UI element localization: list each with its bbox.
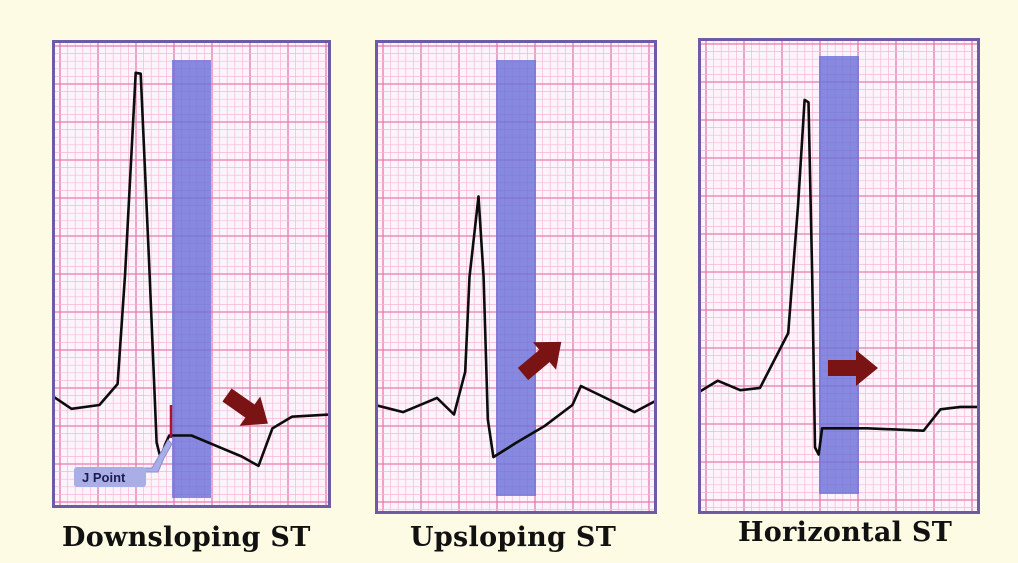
panel-upsloping bbox=[375, 40, 657, 514]
st-segment-highlight-band bbox=[819, 56, 859, 494]
ecg-trace bbox=[698, 98, 980, 456]
panel-horizontal bbox=[698, 38, 980, 514]
panel-frame bbox=[698, 38, 980, 514]
caption-upsloping: Upsloping ST bbox=[410, 522, 617, 553]
panel-frame bbox=[375, 40, 657, 514]
ecg-strip-horizontal bbox=[698, 38, 980, 514]
st-segment-highlight-band bbox=[172, 60, 211, 498]
panel-frame bbox=[52, 40, 331, 508]
down-right-arrow-icon bbox=[222, 388, 268, 426]
panel-downsloping: J Point bbox=[52, 40, 331, 508]
ecg-grid bbox=[375, 40, 657, 514]
right-arrow-icon bbox=[828, 350, 878, 386]
j-point-label: J Point bbox=[82, 470, 126, 485]
ecg-trace bbox=[375, 195, 657, 459]
j-point-callout: J Point bbox=[74, 439, 173, 487]
j-point-label-box bbox=[74, 467, 146, 487]
ecg-strip-downsloping: J Point bbox=[52, 40, 331, 508]
ecg-strip-upsloping bbox=[375, 40, 657, 514]
up-right-arrow-icon bbox=[517, 341, 562, 381]
caption-horizontal: Horizontal ST bbox=[738, 517, 953, 548]
st-segment-highlight-band bbox=[496, 60, 536, 496]
caption-downsloping: Downsloping ST bbox=[62, 522, 311, 553]
